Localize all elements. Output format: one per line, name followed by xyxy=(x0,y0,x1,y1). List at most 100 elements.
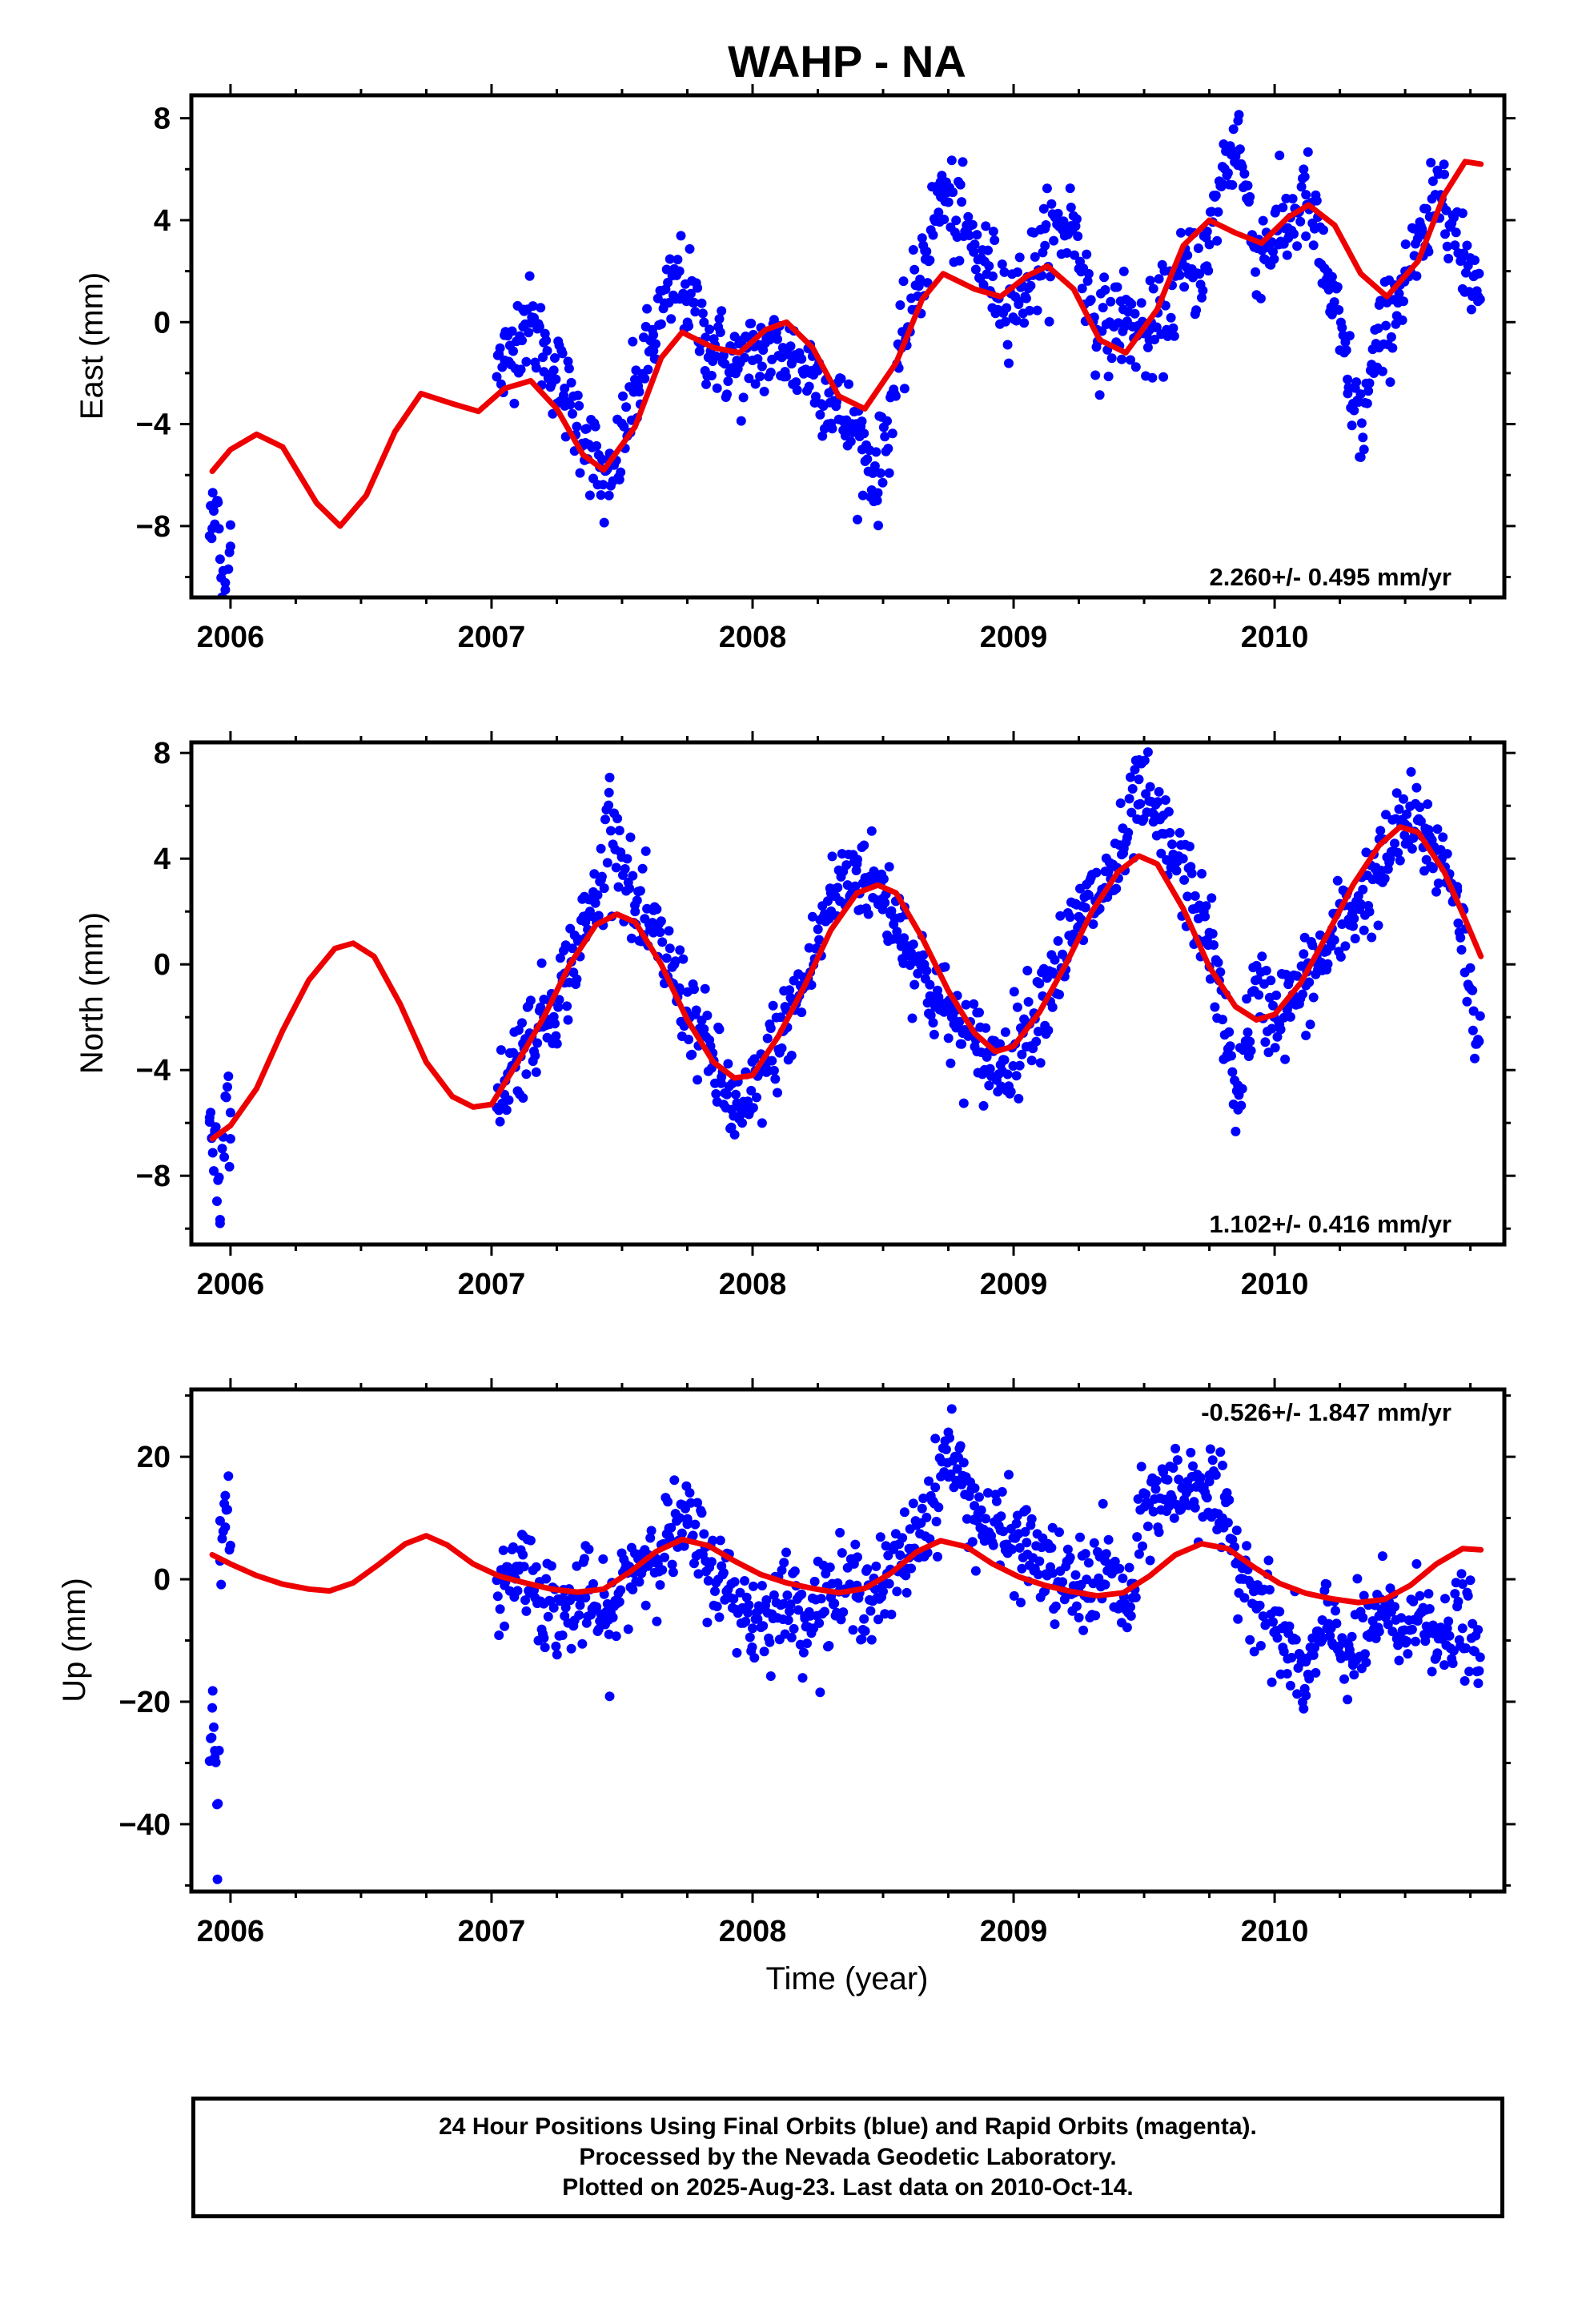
data-point xyxy=(651,339,661,349)
data-point xyxy=(731,1089,741,1100)
data-point xyxy=(1475,1652,1485,1663)
data-point xyxy=(632,895,642,906)
data-point xyxy=(693,1569,704,1579)
data-point xyxy=(623,1624,633,1634)
data-point xyxy=(1213,207,1223,217)
data-point xyxy=(737,1118,747,1128)
data-point xyxy=(551,1641,561,1651)
data-point xyxy=(807,911,817,922)
data-point xyxy=(1126,299,1137,309)
data-point xyxy=(963,211,974,222)
data-point xyxy=(909,979,920,990)
data-point xyxy=(701,1556,711,1566)
data-point xyxy=(1468,1006,1479,1016)
data-point xyxy=(220,1092,231,1102)
data-point xyxy=(1468,1025,1478,1035)
data-point xyxy=(1462,240,1472,251)
data-point xyxy=(1163,806,1174,817)
data-point xyxy=(1176,227,1186,238)
data-point xyxy=(1397,315,1407,325)
data-point xyxy=(1361,847,1371,858)
data-point xyxy=(219,607,229,617)
data-point xyxy=(1301,190,1311,200)
data-point xyxy=(541,1574,552,1584)
data-point xyxy=(1322,946,1332,956)
data-point xyxy=(859,840,869,850)
data-point xyxy=(711,351,721,361)
data-point xyxy=(1217,1513,1227,1523)
data-point xyxy=(492,1591,503,1602)
data-point xyxy=(1352,1574,1363,1584)
y-tick-label: 8 xyxy=(154,737,171,770)
data-point xyxy=(663,1497,673,1507)
data-point xyxy=(714,1024,725,1035)
data-point xyxy=(857,1634,867,1644)
data-point xyxy=(584,490,595,501)
data-point xyxy=(729,1577,740,1587)
data-point xyxy=(715,328,725,337)
data-point xyxy=(1004,1470,1014,1480)
data-point xyxy=(620,864,630,874)
data-point xyxy=(1136,1462,1146,1472)
data-point xyxy=(714,1612,725,1622)
data-point xyxy=(1110,1556,1120,1566)
data-point xyxy=(1305,1019,1315,1030)
data-point xyxy=(618,391,628,401)
data-point xyxy=(546,1561,556,1571)
data-point xyxy=(216,1579,227,1590)
data-point xyxy=(1299,949,1309,959)
data-point xyxy=(712,383,722,393)
data-point xyxy=(643,364,653,375)
data-point xyxy=(540,1642,550,1653)
data-point xyxy=(797,1007,807,1018)
data-point xyxy=(1162,854,1172,865)
data-point xyxy=(1202,227,1212,236)
data-point xyxy=(1266,975,1276,986)
data-point xyxy=(504,1095,514,1105)
data-point xyxy=(921,966,932,976)
data-point xyxy=(844,379,853,389)
data-point xyxy=(1215,967,1226,977)
data-point xyxy=(797,1673,808,1683)
y-tick-label: −4 xyxy=(136,408,171,442)
data-point xyxy=(718,350,729,360)
data-point xyxy=(652,904,662,915)
data-point xyxy=(878,893,888,903)
data-point xyxy=(1440,229,1450,239)
data-point xyxy=(593,1624,604,1634)
data-point xyxy=(921,1512,932,1522)
y-tick-label: −40 xyxy=(119,1808,171,1842)
data-point xyxy=(1082,249,1092,259)
data-point xyxy=(519,1562,529,1572)
data-point xyxy=(1242,1541,1252,1551)
data-point xyxy=(554,995,564,1005)
data-point xyxy=(1026,280,1036,291)
data-point xyxy=(1223,1051,1233,1062)
data-point xyxy=(1332,875,1343,886)
data-point xyxy=(1147,372,1158,383)
data-point xyxy=(604,490,614,501)
data-point xyxy=(970,1501,980,1511)
data-point xyxy=(1062,1544,1073,1554)
data-point xyxy=(1112,282,1122,292)
data-point xyxy=(223,1505,232,1514)
data-point xyxy=(551,1031,561,1041)
data-point xyxy=(1006,1087,1016,1097)
data-point xyxy=(684,1035,694,1044)
data-point xyxy=(1474,1666,1484,1676)
data-point xyxy=(773,1088,782,1098)
data-point xyxy=(793,1605,804,1615)
data-point xyxy=(815,409,825,420)
data-point xyxy=(1193,243,1203,253)
data-point xyxy=(1126,355,1135,365)
data-point xyxy=(1415,816,1426,826)
data-point xyxy=(666,314,677,324)
data-point xyxy=(711,1089,721,1099)
data-point xyxy=(884,1578,894,1589)
data-point xyxy=(1022,1538,1032,1548)
data-point xyxy=(743,1607,753,1618)
data-point xyxy=(697,1508,707,1518)
data-point xyxy=(1329,297,1339,308)
data-point xyxy=(852,858,862,869)
data-point xyxy=(657,1565,668,1575)
